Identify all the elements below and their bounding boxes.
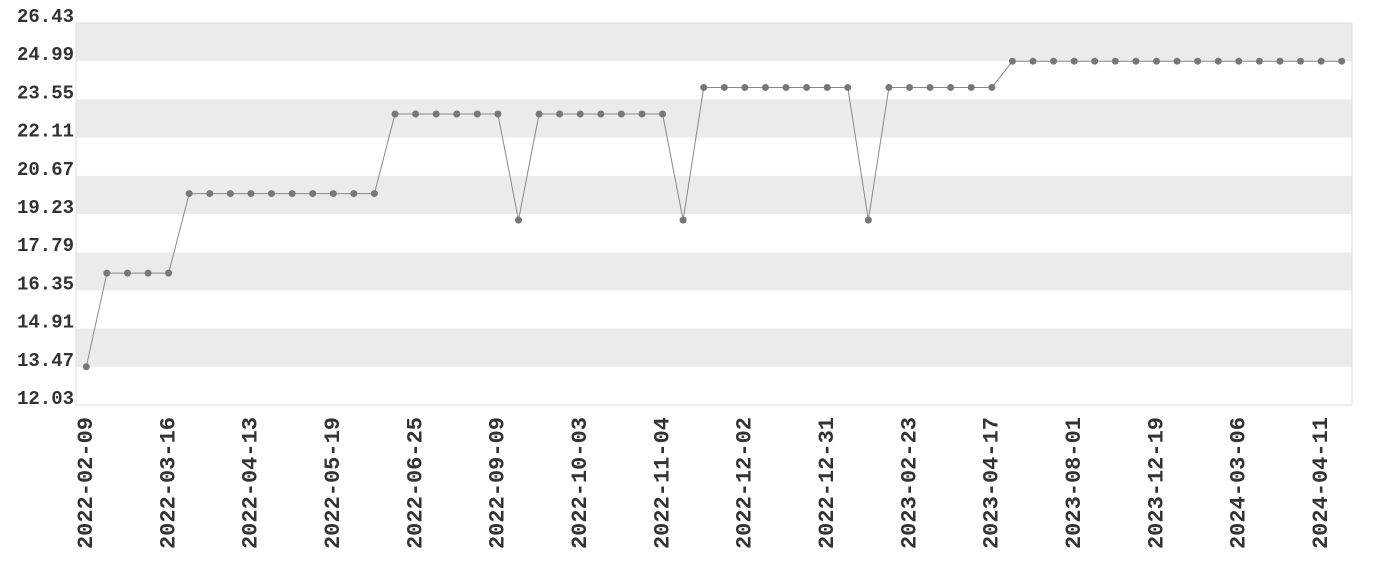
marker — [1297, 57, 1305, 65]
marker — [1091, 57, 1099, 65]
marker — [844, 83, 852, 91]
x-tick-label: 2023-02-23 — [897, 417, 922, 549]
marker — [1194, 57, 1202, 65]
marker — [226, 190, 234, 198]
x-tick-label: 2022-04-13 — [239, 417, 264, 549]
y-tick-label: 12.03 — [17, 388, 74, 410]
marker — [1338, 57, 1346, 65]
x-tick-label: 2024-04-11 — [1309, 417, 1334, 549]
x-tick-label: 2022-03-16 — [156, 417, 181, 549]
marker — [679, 216, 687, 224]
marker — [82, 363, 90, 371]
marker — [185, 190, 193, 198]
marker — [329, 190, 337, 198]
grid-band — [76, 252, 1352, 291]
plot-border — [75, 22, 1353, 406]
marker — [1070, 57, 1078, 65]
x-tick-label: 2022-10-03 — [568, 417, 593, 549]
grid-band — [76, 99, 1352, 138]
marker — [1029, 57, 1037, 65]
marker — [1173, 57, 1181, 65]
x-tick-label: 2023-12-19 — [1144, 417, 1169, 549]
y-tick-label: 22.11 — [17, 121, 74, 143]
marker — [370, 190, 378, 198]
marker — [514, 216, 522, 224]
y-tick-label: 19.23 — [17, 197, 74, 219]
marker — [741, 83, 749, 91]
marker — [823, 83, 831, 91]
marker — [617, 110, 625, 118]
marker — [1214, 57, 1222, 65]
marker — [782, 83, 790, 91]
marker — [247, 190, 255, 198]
marker — [165, 269, 173, 277]
y-tick-label: 26.43 — [17, 6, 74, 28]
marker — [123, 269, 131, 277]
marker — [1050, 57, 1058, 65]
marker — [1132, 57, 1140, 65]
x-tick-label: 2024-03-06 — [1227, 417, 1252, 549]
marker — [988, 83, 996, 91]
marker — [453, 110, 461, 118]
marker — [906, 83, 914, 91]
x-tick-label: 2023-04-17 — [980, 417, 1005, 549]
marker — [473, 110, 481, 118]
x-tick-label: 2022-05-19 — [321, 417, 346, 549]
marker — [103, 269, 111, 277]
marker — [659, 110, 667, 118]
marker — [206, 190, 214, 198]
marker — [597, 110, 605, 118]
marker — [309, 190, 317, 198]
marker — [700, 83, 708, 91]
y-tick-label: 14.91 — [17, 312, 74, 334]
grid-band — [76, 328, 1352, 367]
marker — [556, 110, 564, 118]
marker — [967, 83, 975, 91]
y-tick-label: 16.35 — [17, 273, 74, 295]
x-tick-label: 2022-12-02 — [733, 417, 758, 549]
marker — [720, 83, 728, 91]
marker — [535, 110, 543, 118]
marker — [761, 83, 769, 91]
y-tick-label: 20.67 — [17, 159, 74, 181]
marker — [638, 110, 646, 118]
x-tick-label: 2022-11-04 — [650, 417, 675, 549]
marker — [391, 110, 399, 118]
y-tick-label: 17.79 — [17, 235, 74, 257]
marker — [350, 190, 358, 198]
marker — [885, 83, 893, 91]
marker — [1276, 57, 1284, 65]
marker — [268, 190, 276, 198]
x-tick-label: 2022-06-25 — [403, 417, 428, 549]
grid-band — [76, 175, 1352, 214]
marker — [947, 83, 955, 91]
y-tick-label: 24.99 — [17, 44, 74, 66]
y-tick-label: 13.47 — [17, 350, 74, 372]
x-tick-label: 2022-12-31 — [815, 417, 840, 549]
marker — [864, 216, 872, 224]
marker — [1111, 57, 1119, 65]
marker — [1008, 57, 1016, 65]
marker — [1152, 57, 1160, 65]
marker — [412, 110, 420, 118]
grid-band — [76, 23, 1352, 62]
marker — [803, 83, 811, 91]
marker — [1317, 57, 1325, 65]
marker — [576, 110, 584, 118]
marker — [288, 190, 296, 198]
x-tick-label: 2022-02-09 — [74, 417, 99, 549]
marker — [1235, 57, 1243, 65]
x-tick-label: 2022-09-09 — [486, 417, 511, 549]
marker — [494, 110, 502, 118]
y-tick-label: 23.55 — [17, 82, 74, 104]
marker — [144, 269, 152, 277]
x-tick-label: 2023-08-01 — [1062, 417, 1087, 549]
marker — [1255, 57, 1263, 65]
marker — [432, 110, 440, 118]
marker — [926, 83, 934, 91]
